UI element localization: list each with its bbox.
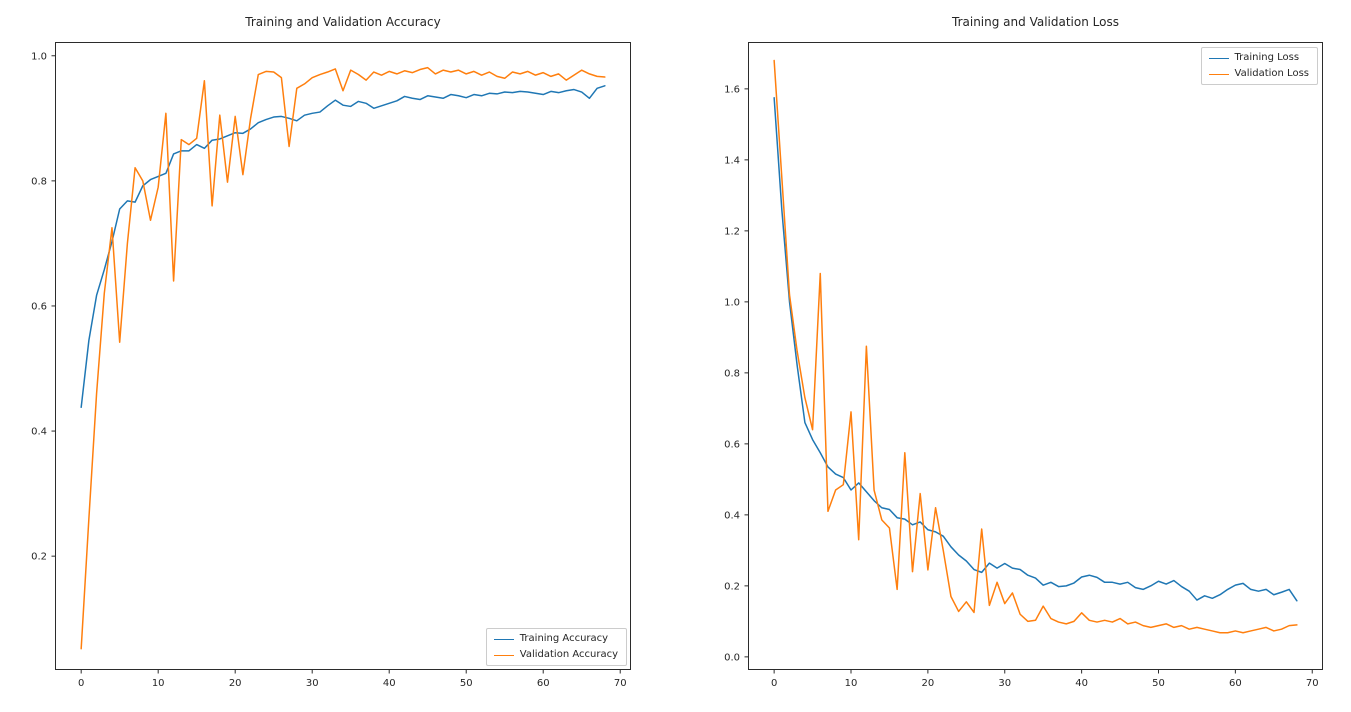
- y-tick-label: 0.6: [724, 439, 740, 450]
- y-tick-label: 0.6: [31, 301, 47, 312]
- legend-label: Training Accuracy: [519, 633, 609, 644]
- validation-accuracy-line-swatch: [493, 654, 514, 656]
- loss-plot-title: Training and Validation Loss: [952, 15, 1119, 29]
- loss-legend: Training Loss Validation Loss: [1200, 47, 1318, 85]
- y-tick-label: 0.0: [724, 652, 740, 663]
- legend-label: Training Loss: [1234, 52, 1300, 63]
- legend-row-training-loss: Training Loss: [1208, 52, 1310, 64]
- y-tick-label: 1.2: [724, 226, 740, 237]
- x-tick-label: 20: [922, 678, 935, 689]
- x-tick-label: 60: [537, 678, 550, 689]
- y-tick-label: 0.8: [724, 368, 740, 379]
- loss-plot-svg: 0 10 20 30 40 50 60 70 0.0 0.2 0.4 0.6 0.8 1.0 1.2 1.4 1…: [724, 42, 1323, 689]
- validation-loss-line-swatch: [1208, 73, 1229, 75]
- y-tick-label: 0.8: [31, 176, 47, 187]
- accuracy-legend: Training Accuracy Validation Accuracy: [485, 628, 627, 666]
- x-tick-label: 10: [152, 678, 165, 689]
- training-accuracy-line: [80, 85, 606, 409]
- x-tick-label: 0: [771, 678, 777, 689]
- x-tick-label: 0: [78, 678, 84, 689]
- validation-loss-line: [773, 59, 1298, 634]
- y-tick-label: 0.4: [31, 427, 47, 438]
- accuracy-plot-svg: 0 10 20 30 40 50 60 70 0.2 0.4 0.6 0.8 1.0: [31, 42, 631, 689]
- loss-subplot: Training and Validation Loss 0 10 20 30 40 50…: [724, 15, 1323, 689]
- legend-label: Validation Loss: [1234, 68, 1310, 79]
- accuracy-plot-title: Training and Validation Accuracy: [245, 15, 441, 29]
- validation-accuracy-line: [80, 66, 606, 650]
- accuracy-subplot: Training and Validation Accuracy 0 10 20 30…: [31, 15, 631, 689]
- x-tick-label: 10: [845, 678, 858, 689]
- y-tick-label: 1.6: [724, 84, 740, 95]
- training-loss-line-swatch: [1208, 57, 1229, 59]
- y-tick-label: 1.0: [31, 51, 47, 62]
- y-tick-label: 0.2: [724, 581, 740, 592]
- x-tick-label: 20: [229, 678, 242, 689]
- x-tick-label: 30: [998, 678, 1011, 689]
- x-tick-label: 60: [1229, 678, 1242, 689]
- x-tick-label: 50: [1152, 678, 1165, 689]
- y-tick-label: 1.4: [724, 155, 740, 166]
- x-tick-label: 40: [1075, 678, 1088, 689]
- x-tick-label: 40: [383, 678, 396, 689]
- training-loss-line: [773, 96, 1298, 602]
- legend-row-validation-loss: Validation Loss: [1208, 68, 1310, 80]
- legend-label: Validation Accuracy: [519, 649, 618, 660]
- y-tick-label: 1.0: [724, 297, 740, 308]
- x-tick-label: 70: [1306, 678, 1319, 689]
- training-accuracy-line-swatch: [493, 638, 514, 640]
- legend-row-validation-accuracy: Validation Accuracy: [493, 649, 618, 661]
- x-tick-label: 50: [460, 678, 473, 689]
- x-tick-label: 70: [614, 678, 627, 689]
- x-tick-label: 30: [306, 678, 319, 689]
- y-tick-label: 0.4: [724, 510, 740, 521]
- y-tick-label: 0.2: [31, 552, 47, 563]
- legend-row-training-accuracy: Training Accuracy: [493, 633, 618, 645]
